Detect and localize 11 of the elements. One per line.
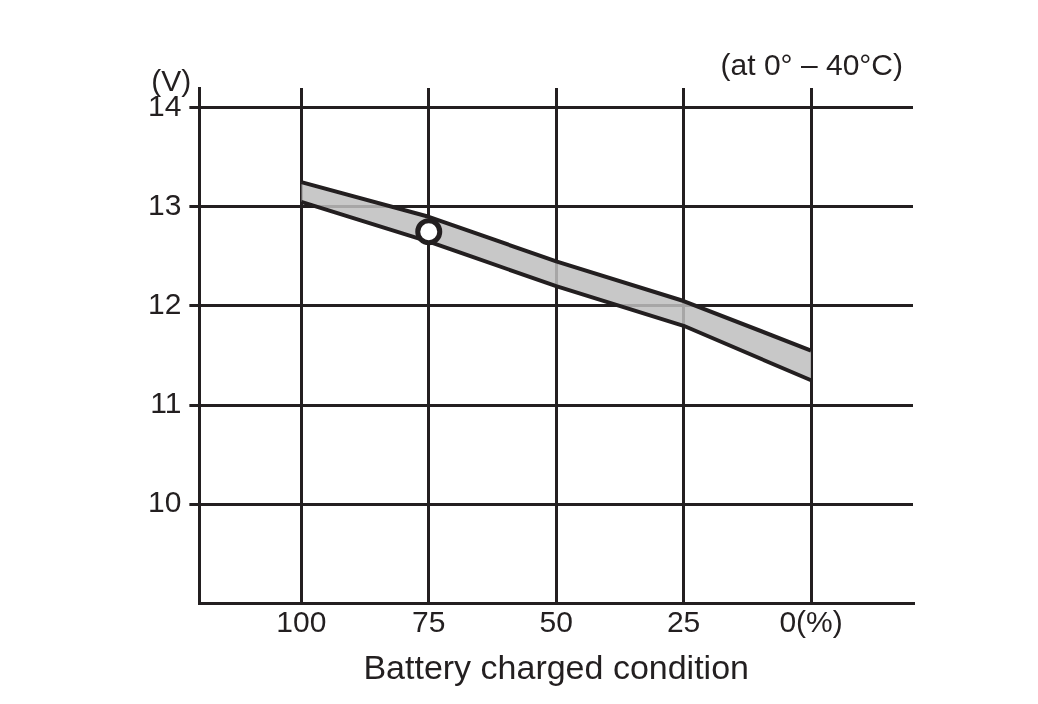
y-tick-label: 10 — [147, 485, 182, 519]
x-tick-label: 100 — [276, 605, 327, 639]
x-tick-label: 0(%) — [779, 605, 843, 639]
y-tick-label: 13 — [147, 188, 182, 222]
y-tick-label: 11 — [150, 386, 182, 420]
x-tick-label: 75 — [412, 605, 446, 639]
y-tick-label: 12 — [147, 287, 182, 321]
x-tick-label: 25 — [666, 605, 701, 639]
x-tick-label: 50 — [539, 605, 573, 639]
text: (at 0° – 40°C) — [720, 48, 903, 82]
x-axis-title: Battery charged condition — [363, 647, 749, 686]
